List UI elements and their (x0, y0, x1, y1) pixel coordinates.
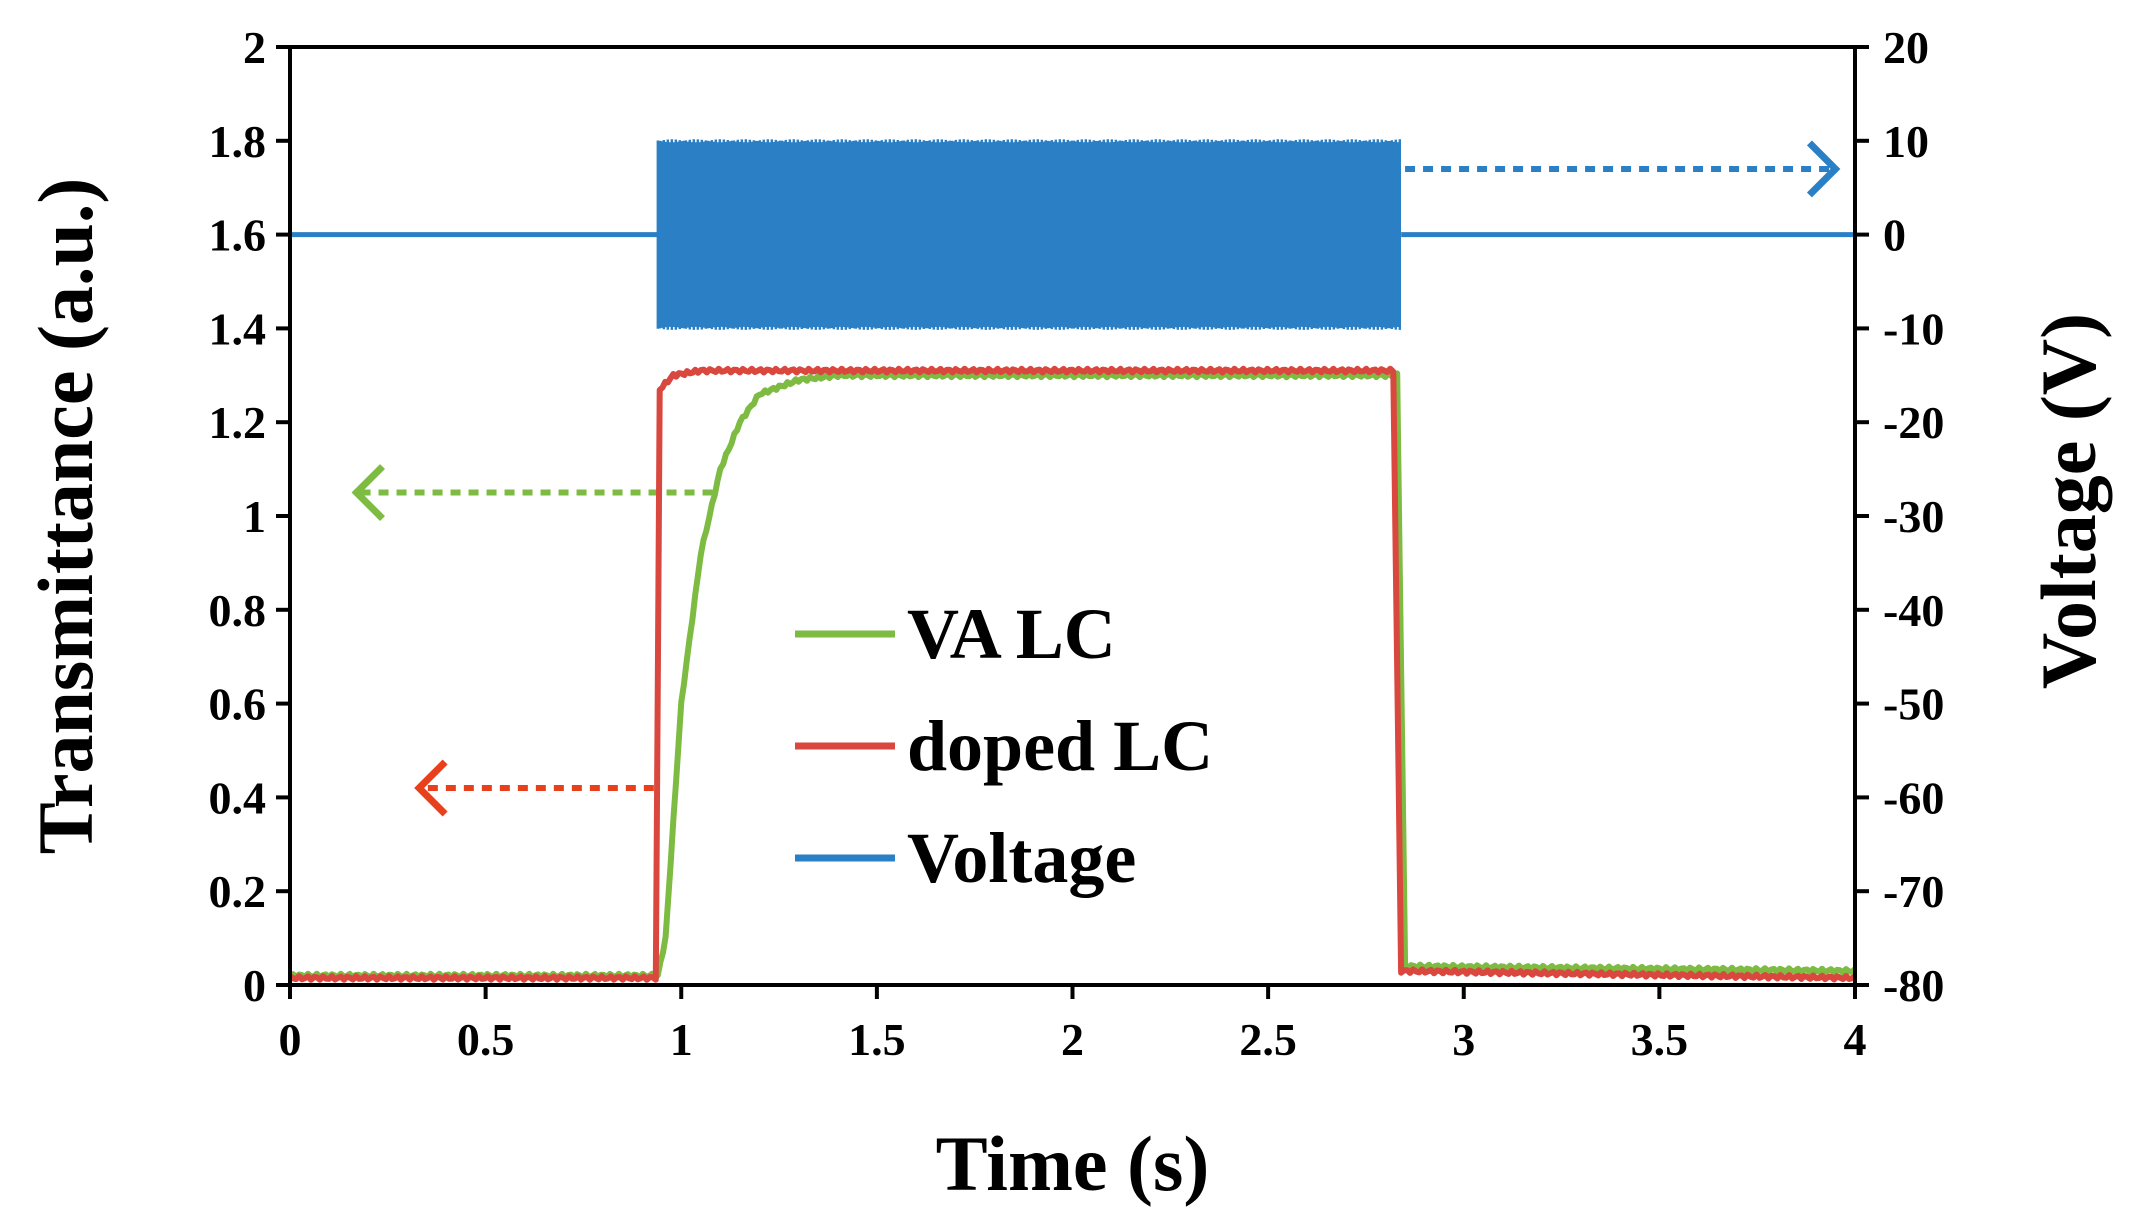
y-left-tick-label: 1.4 (209, 303, 267, 354)
y-right-tick-label: -10 (1883, 303, 1944, 354)
legend-item-va-lc: VA LC (795, 594, 1116, 674)
y-left-tick-label: 0.8 (209, 585, 267, 636)
legend-item-voltage: Voltage (795, 818, 1136, 898)
arrow-doped-lc (414, 759, 654, 817)
arrow-head (414, 759, 448, 817)
y-axis-right-title: Voltage (V) (2025, 313, 2112, 689)
x-tick-label: 0.5 (457, 1014, 515, 1065)
legend-label: VA LC (907, 594, 1116, 674)
x-tick-label: 3.5 (1631, 1014, 1689, 1065)
y-right-tick-label: -40 (1883, 585, 1944, 636)
voltage-oscillation-band (656, 139, 1401, 330)
y-left-tick-label: 1.8 (209, 116, 267, 167)
y-right-tick-label: -80 (1883, 960, 1944, 1011)
y-left-tick-label: 0.2 (209, 866, 267, 917)
x-tick-label: 1 (670, 1014, 693, 1065)
arrow-voltage (1405, 140, 1841, 198)
plot-lines (288, 139, 1858, 983)
legend-label: Voltage (907, 818, 1136, 898)
y-left-tick-label: 0.6 (209, 679, 267, 730)
y-left-tick-label: 0.4 (209, 772, 267, 823)
y-right-tick-label: 0 (1883, 210, 1906, 261)
y-axis-left-title: Transmittance (a.u.) (22, 178, 109, 855)
y-right-tick-label: -20 (1883, 397, 1944, 448)
series-doped-lc (288, 365, 1857, 983)
y-right-tick-label: -30 (1883, 491, 1944, 542)
y-left-tick-label: 1.6 (209, 210, 267, 261)
legend-label: doped LC (907, 706, 1213, 786)
tick-labels: 0 0.5 1 1.5 2 2.5 3 3.5 4 0 0.2 0.4 0.6 0.8 1 1.2 1.4 1.6… (209, 22, 1945, 1065)
y-left-tick-label: 2 (243, 22, 266, 73)
y-left-tick-label: 1.2 (209, 397, 267, 448)
x-tick-label: 4 (1844, 1014, 1867, 1065)
y-right-tick-label: 20 (1883, 22, 1929, 73)
y-left-tick-label: 0 (243, 960, 266, 1011)
y-right-tick-label: -70 (1883, 866, 1944, 917)
arrow-annotations (351, 140, 1841, 817)
x-tick-label: 2.5 (1239, 1014, 1297, 1065)
arrow-va-lc (351, 464, 713, 522)
axis-ticks (276, 45, 1869, 999)
y-left-tick-label: 1 (243, 491, 266, 542)
legend-item-doped-lc: doped LC (795, 706, 1213, 786)
y-right-tick-label: -50 (1883, 679, 1944, 730)
arrow-head (351, 464, 385, 522)
x-tick-label: 2 (1061, 1014, 1084, 1065)
legend: VA LC doped LC Voltage (795, 594, 1213, 898)
arrow-head (1806, 140, 1841, 198)
x-tick-label: 1.5 (848, 1014, 906, 1065)
series-voltage (290, 139, 1855, 330)
x-tick-label: 3 (1452, 1014, 1475, 1065)
y-right-tick-label: -60 (1883, 772, 1944, 823)
x-axis-title: Time (s) (936, 1120, 1210, 1207)
x-tick-label: 0 (279, 1014, 302, 1065)
y-right-tick-label: 10 (1883, 116, 1929, 167)
